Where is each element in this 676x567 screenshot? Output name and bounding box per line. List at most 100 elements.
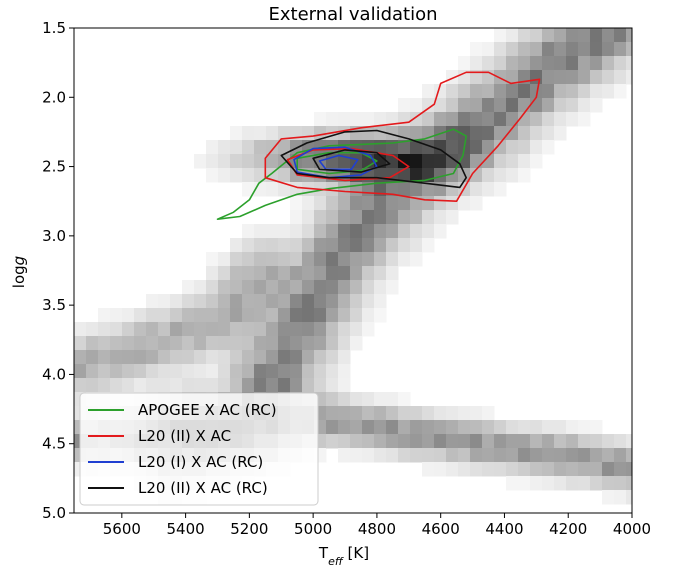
- density-cell: [278, 140, 291, 155]
- density-cell: [602, 56, 615, 71]
- density-cell: [398, 392, 411, 407]
- density-cell: [326, 364, 339, 379]
- density-cell: [590, 98, 603, 113]
- density-cell: [374, 112, 387, 127]
- density-cell: [170, 364, 183, 379]
- density-cell: [446, 168, 459, 183]
- density-cell: [194, 294, 207, 309]
- density-cell: [350, 308, 363, 323]
- density-cell: [266, 322, 279, 337]
- density-cell: [374, 224, 387, 239]
- density-cell: [422, 182, 435, 197]
- density-cell: [74, 378, 87, 393]
- density-cell: [422, 448, 435, 463]
- density-cell: [218, 336, 231, 351]
- density-cell: [338, 238, 351, 253]
- density-cell: [254, 350, 267, 365]
- density-cell: [278, 224, 291, 239]
- density-cell: [590, 462, 603, 477]
- density-cell: [398, 98, 411, 113]
- density-cell: [626, 462, 632, 477]
- density-cell: [290, 350, 303, 365]
- density-cell: [386, 406, 399, 421]
- density-cell: [518, 168, 531, 183]
- density-cell: [290, 224, 303, 239]
- density-cell: [302, 378, 315, 393]
- density-cell: [242, 168, 255, 183]
- density-cell: [266, 252, 279, 267]
- density-cell: [566, 98, 579, 113]
- density-cell: [338, 336, 351, 351]
- density-cell: [542, 112, 555, 127]
- density-cell: [110, 378, 123, 393]
- density-cell: [434, 434, 447, 449]
- density-cell: [566, 112, 579, 127]
- density-cell: [470, 126, 483, 141]
- density-cell: [362, 448, 375, 463]
- density-cell: [458, 196, 471, 211]
- density-cell: [362, 406, 375, 421]
- density-cell: [98, 336, 111, 351]
- density-cell: [230, 168, 243, 183]
- density-cell: [494, 112, 507, 127]
- density-cell: [422, 238, 435, 253]
- density-cell: [554, 476, 567, 491]
- x-tick-label: 4800: [358, 520, 396, 538]
- density-cell: [230, 308, 243, 323]
- density-cell: [458, 434, 471, 449]
- density-cell: [554, 434, 567, 449]
- density-cell: [290, 252, 303, 267]
- density-cell: [182, 294, 195, 309]
- density-cell: [362, 196, 375, 211]
- density-cell: [266, 238, 279, 253]
- density-cell: [506, 154, 519, 169]
- density-cell: [350, 224, 363, 239]
- density-cell: [554, 448, 567, 463]
- density-cell: [158, 364, 171, 379]
- density-cell: [614, 42, 627, 57]
- density-cell: [386, 238, 399, 253]
- density-cell: [86, 350, 99, 365]
- density-cell: [110, 322, 123, 337]
- density-cell: [338, 434, 351, 449]
- density-cell: [338, 294, 351, 309]
- density-cell: [290, 168, 303, 183]
- density-cell: [578, 112, 591, 127]
- density-cell: [302, 364, 315, 379]
- density-cell: [338, 406, 351, 421]
- density-cell: [362, 434, 375, 449]
- density-cell: [242, 378, 255, 393]
- density-cell: [434, 98, 447, 113]
- density-cell: [482, 84, 495, 99]
- density-cell: [350, 392, 363, 407]
- density-cell: [134, 336, 147, 351]
- density-cell: [386, 210, 399, 225]
- density-cell: [602, 490, 615, 505]
- density-cell: [458, 98, 471, 113]
- density-cell: [626, 490, 632, 505]
- density-cell: [530, 476, 543, 491]
- density-cell: [422, 154, 435, 169]
- density-cell: [314, 322, 327, 337]
- density-cell: [254, 378, 267, 393]
- density-cell: [578, 434, 591, 449]
- density-cell: [506, 112, 519, 127]
- density-cell: [374, 280, 387, 295]
- density-cell: [410, 126, 423, 141]
- density-cell: [242, 238, 255, 253]
- density-cell: [506, 476, 519, 491]
- density-cell: [230, 266, 243, 281]
- density-cell: [146, 294, 159, 309]
- density-cell: [194, 378, 207, 393]
- density-cell: [362, 420, 375, 435]
- density-cell: [410, 420, 423, 435]
- density-cell: [254, 280, 267, 295]
- density-cell: [482, 56, 495, 71]
- density-cell: [230, 336, 243, 351]
- density-cell: [146, 308, 159, 323]
- y-tick-label: 5.0: [42, 504, 66, 522]
- y-axis-label-italic: g: [10, 256, 28, 266]
- density-cell: [350, 420, 363, 435]
- density-cell: [566, 434, 579, 449]
